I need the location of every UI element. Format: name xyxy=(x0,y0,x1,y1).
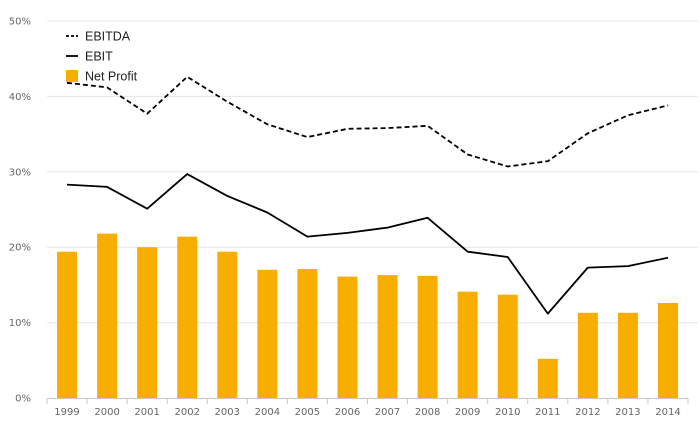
x-tick-label: 2002 xyxy=(174,407,199,418)
net-profit-bars xyxy=(57,233,678,398)
net-profit-bar xyxy=(497,294,518,398)
x-tick-label: 2009 xyxy=(455,407,480,418)
x-tick-label: 2011 xyxy=(535,407,560,418)
net-profit-bar xyxy=(137,247,158,398)
y-tick-label: 10% xyxy=(9,318,31,329)
x-tick-label: 2006 xyxy=(335,407,360,418)
series-lines xyxy=(66,75,669,315)
x-tick-label: 2012 xyxy=(575,407,600,418)
x-tick-label: 2001 xyxy=(134,407,159,418)
net-profit-bar xyxy=(297,269,318,398)
x-tick-label: 1999 xyxy=(54,407,79,418)
net-profit-legend-swatch xyxy=(66,70,78,82)
y-tick-label: 40% xyxy=(9,92,31,103)
ebit-legend-label: EBIT xyxy=(85,50,113,64)
x-tick-label: 2007 xyxy=(375,407,400,418)
x-tick-label: 2000 xyxy=(94,407,119,418)
net-profit-bar xyxy=(57,251,78,398)
x-tick-label: 2013 xyxy=(615,407,640,418)
net-profit-bar xyxy=(177,236,198,398)
legend: EBITDA EBIT Net Profit xyxy=(66,30,138,84)
axes: 0% 10% 20% 30% 40% 50% 1999 2000 2001 2002 2003 200… xyxy=(9,17,689,418)
net-profit-bar xyxy=(617,312,638,398)
x-tick-label: 2008 xyxy=(415,407,440,418)
net-profit-bar xyxy=(657,302,678,398)
ebit-line xyxy=(66,173,669,315)
net-profit-bar xyxy=(257,269,278,398)
net-profit-bar xyxy=(457,291,478,398)
net-profit-bar xyxy=(417,275,438,398)
y-tick-label: 50% xyxy=(9,17,31,28)
net-profit-bar xyxy=(217,251,238,398)
x-tick-label: 2005 xyxy=(295,407,320,418)
net-profit-bar xyxy=(537,358,558,398)
x-tick-label: 2014 xyxy=(655,407,680,418)
net-profit-bar xyxy=(97,233,118,398)
net-profit-bar xyxy=(337,276,358,398)
y-tick-label: 20% xyxy=(9,243,31,254)
net-profit-bar xyxy=(377,275,398,398)
ebitda-line xyxy=(66,75,669,168)
x-tick-label: 2004 xyxy=(255,407,280,418)
ebitda-legend-label: EBITDA xyxy=(85,30,131,44)
x-tick-label: 2003 xyxy=(215,407,240,418)
y-tick-label: 0% xyxy=(15,394,31,405)
y-tick-label: 30% xyxy=(9,167,31,178)
x-tick-label: 2010 xyxy=(495,407,520,418)
net-profit-bar xyxy=(577,312,598,398)
net-profit-legend-label: Net Profit xyxy=(85,70,138,84)
